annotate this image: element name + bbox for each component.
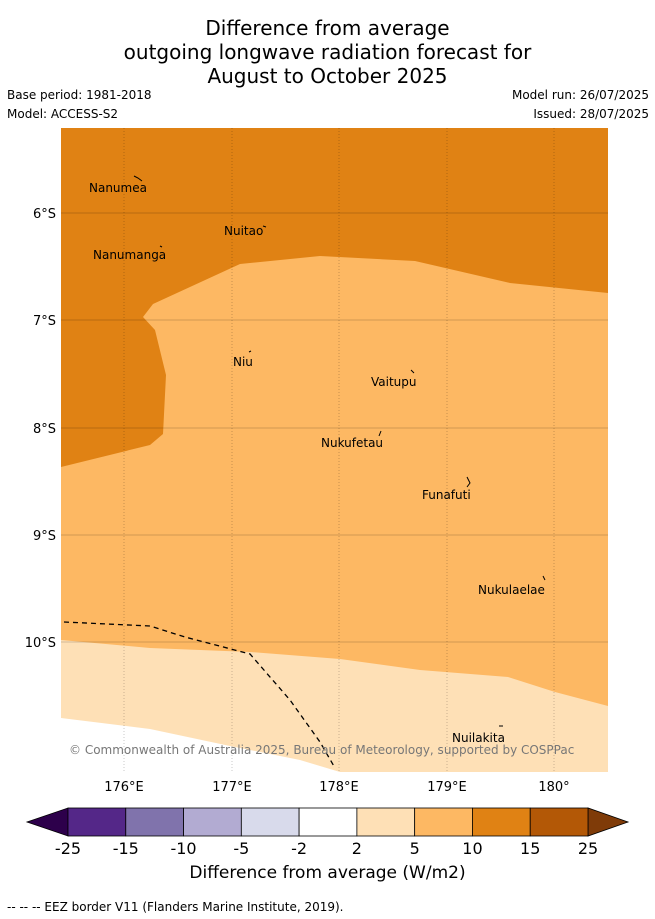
colorbar bbox=[25, 807, 630, 837]
graticule bbox=[61, 128, 608, 772]
colorbar-under-arrow bbox=[25, 807, 69, 837]
model-run-label: Model run: 26/07/2025 bbox=[511, 88, 649, 102]
colorbar-tick-label: 25 bbox=[577, 839, 599, 858]
island-funafuti bbox=[466, 476, 471, 488]
chart-title: Difference from average outgoing longwav… bbox=[0, 16, 655, 88]
island-vaitupu bbox=[410, 369, 415, 374]
lon-tick-label: 180° bbox=[538, 780, 569, 795]
island-niu bbox=[248, 350, 252, 353]
place-label-nanumanga: Nanumanga bbox=[93, 248, 166, 262]
region-2-5 bbox=[61, 640, 608, 772]
lon-tick-label: 176°E bbox=[104, 780, 144, 795]
colorbar-tick-label: -5 bbox=[233, 839, 250, 858]
lat-tick-label: 9°S bbox=[33, 529, 56, 544]
island-nukulaelae bbox=[542, 575, 546, 581]
colorbar-swatch bbox=[125, 807, 184, 837]
islands bbox=[133, 175, 546, 727]
place-label-nukufetau: Nukufetau bbox=[321, 436, 383, 450]
lat-tick-label: 6°S bbox=[33, 207, 56, 222]
title-line-2: outgoing longwave radiation forecast for bbox=[123, 40, 532, 64]
lat-tick-label: 10°S bbox=[25, 636, 56, 651]
title-line-1: Difference from average bbox=[205, 16, 450, 40]
island-nanumea bbox=[133, 175, 143, 182]
colorbar-swatch bbox=[183, 807, 242, 837]
model-label: Model: ACCESS-S2 bbox=[7, 107, 119, 121]
island-nanumanga bbox=[159, 245, 163, 248]
lat-tick-label: 8°S bbox=[33, 422, 56, 437]
colorbar-tick-label: -25 bbox=[54, 839, 82, 858]
place-label-niu: Niu bbox=[233, 355, 253, 369]
colorbar-tick-label: -2 bbox=[291, 839, 308, 858]
place-label-funafuti: Funafuti bbox=[422, 488, 471, 502]
region-5-10 bbox=[61, 256, 608, 772]
place-label-vaitupu: Vaitupu bbox=[371, 375, 417, 389]
title-line-3: August to October 2025 bbox=[207, 64, 448, 88]
island-nukufetau bbox=[378, 430, 382, 437]
colorbar-tick-label: 15 bbox=[520, 839, 541, 858]
colorbar-swatch bbox=[298, 807, 358, 837]
copyright-text: © Commonwealth of Australia 2025, Bureau… bbox=[69, 743, 574, 757]
place-label-nuilakita: Nuilakita bbox=[452, 731, 505, 745]
place-label-nukulaelae: Nukulaelae bbox=[478, 583, 545, 597]
colorbar-swatch bbox=[356, 807, 416, 837]
colorbar-tick-label: 5 bbox=[409, 839, 420, 858]
colorbar-swatch bbox=[529, 807, 589, 837]
place-label-nuitao: Nuitao bbox=[224, 224, 263, 238]
issued-label: Issued: 28/07/2025 bbox=[533, 107, 649, 121]
colorbar-tick-label: -10 bbox=[170, 839, 197, 858]
colorbar-title: Difference from average (W/m2) bbox=[189, 863, 466, 883]
island-nuitao bbox=[262, 225, 267, 228]
lon-tick-label: 179°E bbox=[427, 780, 467, 795]
colorbar-swatch bbox=[414, 807, 473, 837]
lon-tick-label: 177°E bbox=[212, 780, 252, 795]
colorbar-swatch bbox=[240, 807, 300, 837]
colorbar-swatch bbox=[67, 807, 127, 837]
colorbar-tick-label: -15 bbox=[112, 839, 139, 858]
place-label-nanumea: Nanumea bbox=[89, 181, 147, 195]
lat-tick-label: 7°S bbox=[33, 314, 56, 329]
colorbar-swatch bbox=[472, 807, 531, 837]
colorbar-over-arrow bbox=[587, 807, 630, 837]
eez-border bbox=[63, 621, 336, 769]
base-period-label: Base period: 1981-2018 bbox=[7, 88, 152, 102]
colorbar-tick-label: 2 bbox=[351, 839, 362, 858]
lon-tick-label: 178°E bbox=[319, 780, 359, 795]
region-neutral bbox=[61, 718, 340, 772]
colorbar-tick-label: 10 bbox=[462, 839, 483, 858]
eez-legend-note: -- -- -- EEZ border V11 (Flanders Marine… bbox=[7, 900, 344, 914]
